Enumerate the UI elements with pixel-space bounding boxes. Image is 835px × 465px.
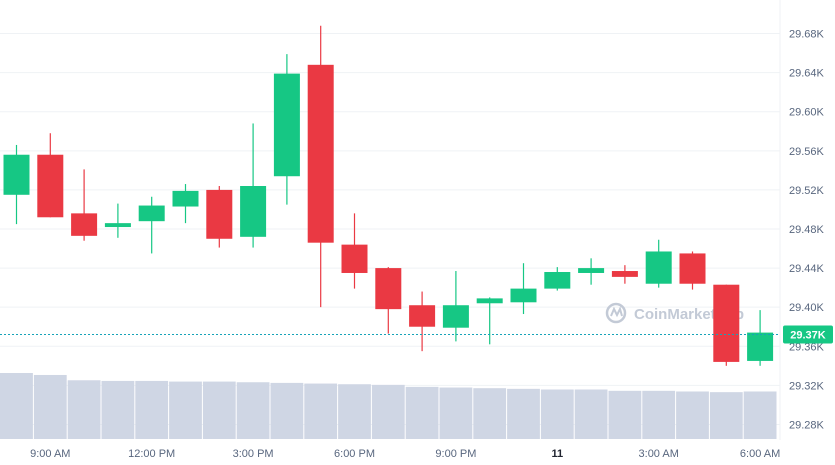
candle-body-up bbox=[172, 190, 199, 207]
x-tick-label: 9:00 PM bbox=[435, 448, 476, 460]
volume-bar bbox=[439, 387, 473, 439]
current-price-badge-bg bbox=[783, 325, 833, 344]
candle-body-up bbox=[645, 251, 672, 284]
candle-body-up bbox=[273, 73, 300, 177]
volume-bar bbox=[473, 388, 507, 439]
x-tick-label: 3:00 AM bbox=[639, 448, 679, 460]
x-axis: 9:00 AM 12:00 PM 3:00 PM 6:00 PM 9:00 PM 11 3:… bbox=[30, 448, 780, 460]
candle-body-down bbox=[611, 271, 638, 277]
candle-body-down bbox=[307, 64, 334, 243]
y-tick-label: 29.28K bbox=[789, 419, 825, 431]
candle-body-up bbox=[510, 288, 537, 303]
volume-bar bbox=[236, 382, 270, 439]
candle-body-down bbox=[713, 284, 740, 362]
x-tick-label: 11 bbox=[551, 448, 563, 460]
y-tick-label: 29.44K bbox=[789, 263, 825, 275]
y-tick-label: 29.68K bbox=[789, 29, 825, 41]
y-tick-label: 29.52K bbox=[789, 185, 825, 197]
candle-body-up bbox=[138, 205, 165, 222]
volume-bar bbox=[507, 388, 540, 439]
volume-bar bbox=[169, 381, 202, 439]
y-axis: 29.28K 29.32K 29.36K 29.40K 29.44K 29.48K 29.5… bbox=[789, 29, 825, 432]
candle-body-down bbox=[341, 244, 368, 273]
candle-body-up bbox=[578, 268, 605, 273]
current-price-badge-label: 29.37K bbox=[790, 330, 826, 342]
volume-bar bbox=[0, 373, 33, 439]
candle-body-up bbox=[104, 223, 131, 228]
volume-bar bbox=[304, 383, 338, 439]
grid bbox=[0, 0, 781, 440]
candle-body-down bbox=[679, 253, 706, 284]
candle-body-up bbox=[476, 298, 503, 304]
y-tick-label: 29.36K bbox=[789, 341, 825, 353]
volume-bar bbox=[405, 386, 439, 439]
volume-bar bbox=[33, 374, 67, 439]
y-tick-label: 29.48K bbox=[789, 224, 825, 236]
volume-bar bbox=[67, 380, 101, 439]
volume-bar bbox=[101, 380, 135, 439]
volume-bar bbox=[608, 390, 642, 439]
x-tick-label: 12:00 PM bbox=[128, 448, 175, 460]
volume-bar bbox=[642, 390, 676, 439]
y-tick-label: 29.60K bbox=[789, 107, 825, 119]
volume-bar bbox=[709, 392, 743, 439]
current-price-badge: 29.37K bbox=[783, 325, 833, 344]
volume-bar bbox=[202, 381, 236, 439]
x-tick-label: 3:00 PM bbox=[233, 448, 274, 460]
candle-body-down bbox=[71, 213, 98, 236]
candles bbox=[3, 25, 774, 366]
candle-body-down bbox=[206, 189, 233, 239]
volume-bar bbox=[676, 391, 709, 439]
candle-body-up bbox=[240, 186, 267, 237]
y-tick-label: 29.40K bbox=[789, 302, 825, 314]
x-tick-label: 6:00 PM bbox=[334, 448, 375, 460]
candle-body-up bbox=[747, 332, 774, 361]
volume-bar bbox=[135, 380, 169, 439]
volume-bar bbox=[574, 389, 608, 439]
candle-body-up bbox=[3, 154, 30, 195]
x-tick-label: 6:00 AM bbox=[740, 448, 780, 460]
coinmarketcap-logo-icon bbox=[605, 302, 627, 324]
volume-bar bbox=[371, 384, 405, 439]
volume-bar bbox=[270, 382, 304, 439]
x-tick-label: 9:00 AM bbox=[30, 448, 70, 460]
candle-body-down bbox=[37, 154, 64, 218]
y-tick-label: 29.56K bbox=[789, 146, 825, 158]
candle-body-up bbox=[442, 305, 469, 328]
volume-bar bbox=[338, 384, 371, 439]
candle-body-up bbox=[544, 272, 571, 289]
candle-body-down bbox=[375, 268, 402, 310]
volume-bars bbox=[0, 373, 777, 439]
y-tick-label: 29.64K bbox=[789, 68, 825, 80]
volume-bar bbox=[743, 391, 777, 439]
y-tick-label: 29.32K bbox=[789, 380, 825, 392]
candle-body-down bbox=[409, 305, 436, 327]
volume-bar bbox=[540, 389, 574, 439]
